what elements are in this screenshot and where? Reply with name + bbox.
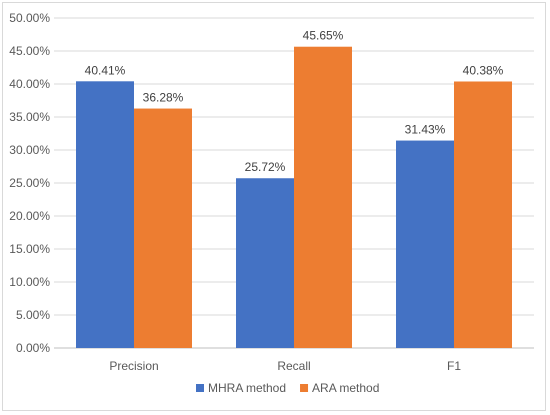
y-tick-label: 35.00% bbox=[9, 110, 50, 124]
bar bbox=[396, 140, 454, 348]
data-label: 45.65% bbox=[303, 29, 344, 43]
bar bbox=[236, 178, 294, 348]
y-tick-label: 25.00% bbox=[9, 176, 50, 190]
x-tick-label: F1 bbox=[447, 359, 461, 373]
data-label: 40.41% bbox=[85, 63, 126, 77]
y-tick-label: 50.00% bbox=[9, 11, 50, 25]
data-label: 25.72% bbox=[245, 160, 286, 174]
legend-swatch bbox=[196, 384, 204, 392]
bar bbox=[76, 81, 134, 348]
legend-swatch bbox=[300, 384, 309, 392]
x-tick-label: Recall bbox=[277, 359, 310, 373]
y-tick-label: 5.00% bbox=[16, 308, 50, 322]
legend-label: ARA method bbox=[312, 381, 379, 395]
bar bbox=[454, 81, 512, 348]
data-label: 40.38% bbox=[463, 63, 504, 77]
legend-label: MHRA method bbox=[208, 381, 286, 395]
y-tick-label: 0.00% bbox=[16, 341, 50, 355]
y-tick-label: 15.00% bbox=[9, 242, 50, 256]
y-tick-label: 45.00% bbox=[9, 44, 50, 58]
y-tick-label: 20.00% bbox=[9, 209, 50, 223]
y-tick-label: 40.00% bbox=[9, 77, 50, 91]
data-label: 36.28% bbox=[143, 91, 184, 105]
x-tick-label: Precision bbox=[109, 359, 158, 373]
data-label: 31.43% bbox=[405, 123, 446, 137]
bar bbox=[134, 108, 192, 348]
bar bbox=[294, 46, 352, 349]
y-tick-label: 10.00% bbox=[9, 275, 50, 289]
y-tick-label: 30.00% bbox=[9, 143, 50, 157]
